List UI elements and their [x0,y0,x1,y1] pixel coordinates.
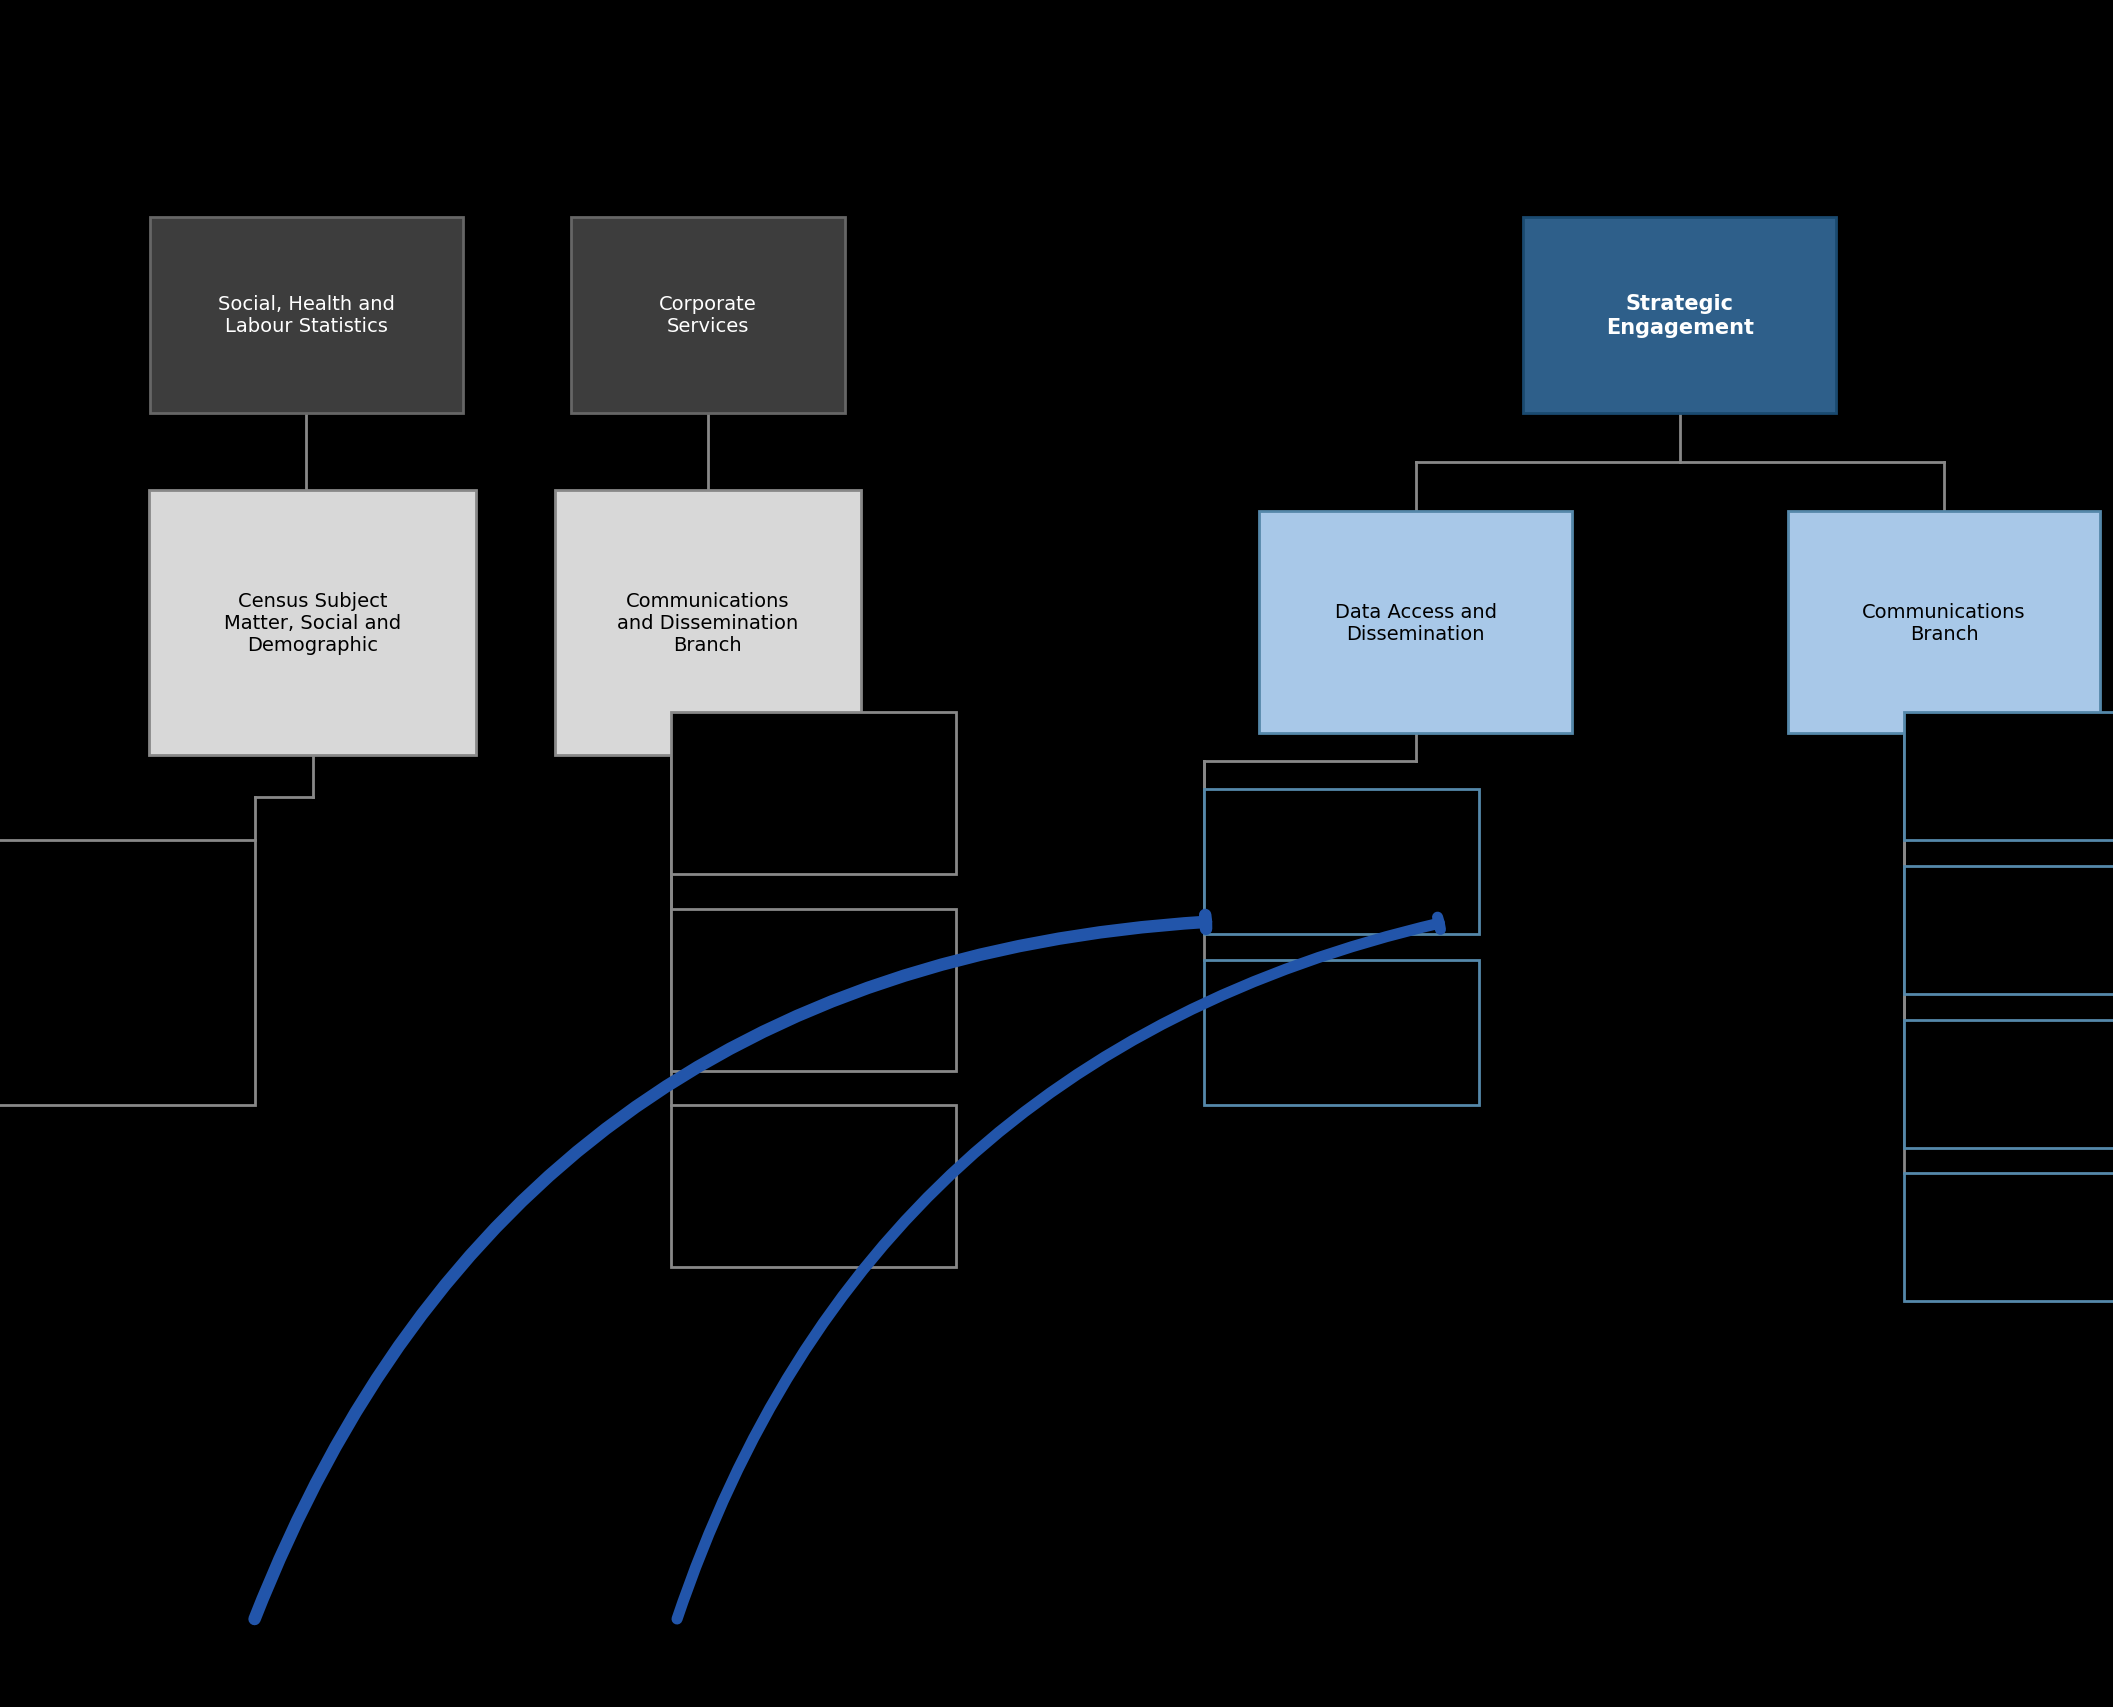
FancyBboxPatch shape [672,908,955,1072]
FancyBboxPatch shape [571,217,845,415]
Text: Social, Health and
Labour Statistics: Social, Health and Labour Statistics [218,295,395,336]
Text: Communications
Branch: Communications Branch [1862,603,2026,644]
FancyBboxPatch shape [150,217,463,415]
Text: Communications
and Dissemination
Branch: Communications and Dissemination Branch [617,592,799,654]
Text: Census Subject
Matter, Social and
Demographic: Census Subject Matter, Social and Demogr… [224,592,401,654]
FancyBboxPatch shape [672,714,955,874]
FancyBboxPatch shape [1204,789,1479,935]
Text: Data Access and
Dissemination: Data Access and Dissemination [1335,603,1496,644]
FancyBboxPatch shape [672,1106,955,1267]
FancyBboxPatch shape [1904,865,2113,993]
FancyBboxPatch shape [1204,959,1479,1106]
Text: Corporate
Services: Corporate Services [659,295,756,336]
FancyBboxPatch shape [1259,512,1572,734]
FancyBboxPatch shape [1788,512,2100,734]
Text: Strategic
Engagement: Strategic Engagement [1606,294,1754,338]
FancyBboxPatch shape [0,842,254,1106]
FancyBboxPatch shape [1904,1174,2113,1301]
FancyBboxPatch shape [148,492,475,754]
FancyBboxPatch shape [1904,714,2113,840]
FancyBboxPatch shape [1523,217,1836,415]
FancyBboxPatch shape [554,492,860,754]
FancyBboxPatch shape [1904,1019,2113,1147]
